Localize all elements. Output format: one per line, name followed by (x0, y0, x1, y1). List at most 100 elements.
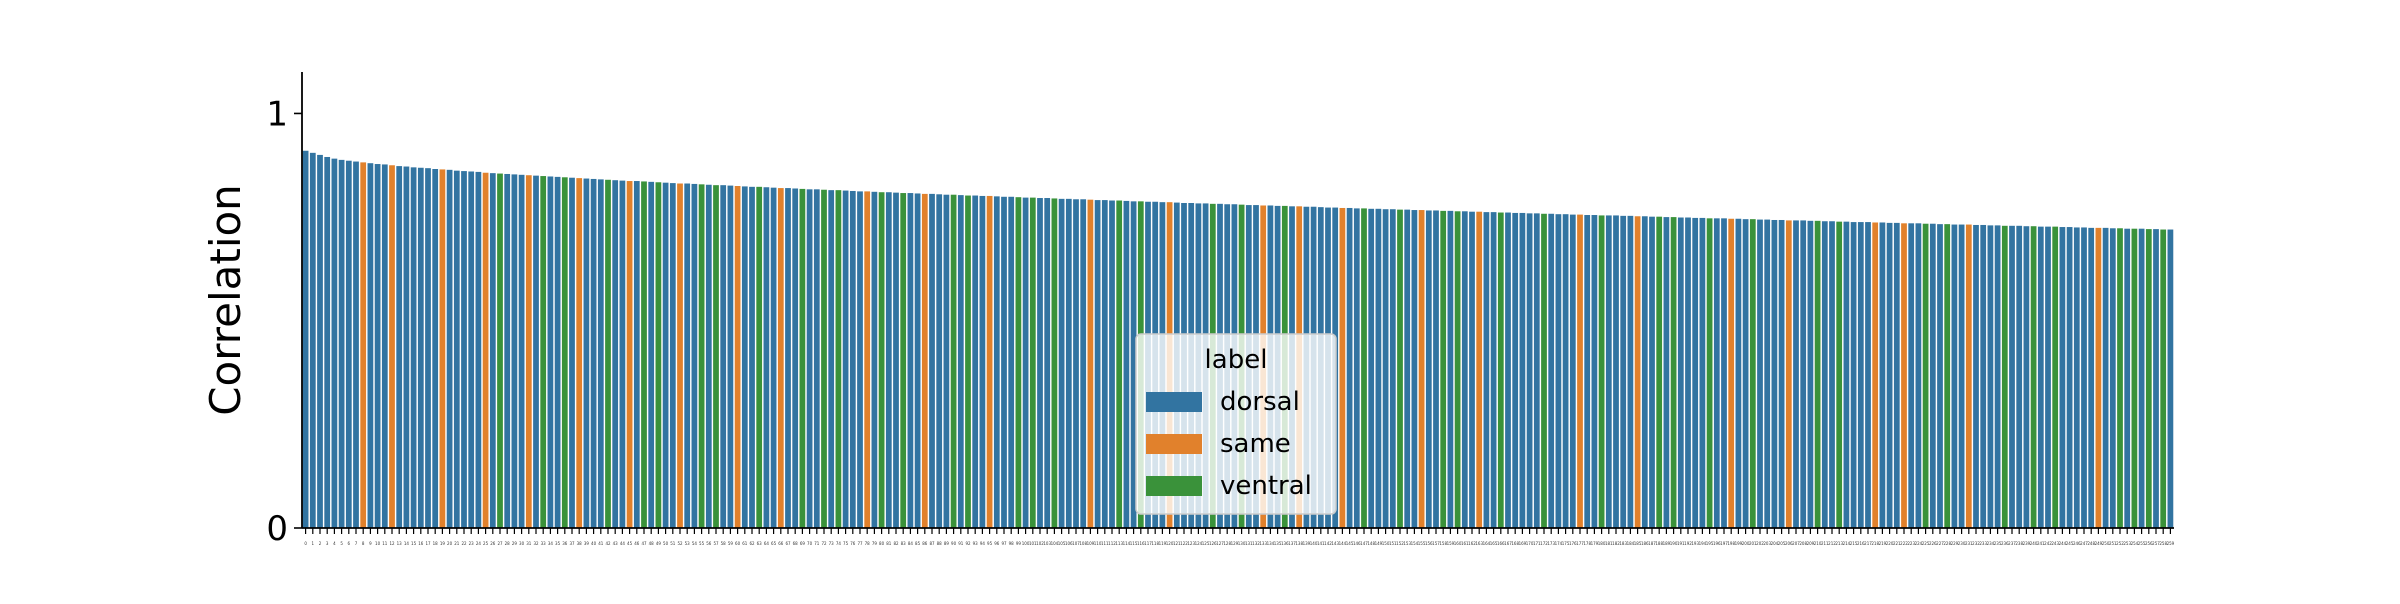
x-tick-label: 69 (800, 541, 806, 546)
bar-same (626, 181, 633, 528)
x-tick-label: 19 (440, 541, 446, 546)
x-tick-label: 103 (1043, 541, 1051, 546)
bar-dorsal (914, 193, 921, 528)
x-tick-label: 7 (355, 541, 358, 546)
x-tick-label: 116 (1137, 541, 1145, 546)
bar-dorsal (461, 171, 467, 528)
bar-dorsal (842, 190, 849, 528)
x-tick-label: 25 (483, 541, 489, 546)
bar-dorsal (1425, 210, 1432, 528)
x-tick-label: 231 (1965, 541, 1973, 546)
bar-ventral (540, 176, 547, 529)
bar-ventral (1670, 217, 1677, 528)
x-tick-label: 61 (742, 541, 748, 546)
bar-dorsal (1893, 222, 1900, 528)
bar-dorsal (2138, 228, 2145, 528)
x-tick-label: 148 (1367, 541, 1375, 546)
x-tick-label: 71 (814, 541, 820, 546)
x-tick-label: 59 (728, 541, 734, 546)
bar-dorsal (770, 187, 777, 528)
bar-dorsal (417, 167, 424, 528)
x-tick-label: 165 (1490, 541, 1498, 546)
bar-dorsal (1469, 211, 1475, 528)
bar-dorsal (828, 190, 835, 528)
x-tick-label: 43 (613, 541, 619, 546)
bar-dorsal (857, 191, 863, 528)
x-tick-label: 157 (1432, 541, 1440, 546)
bar-same (921, 193, 928, 528)
bar-dorsal (2153, 229, 2159, 529)
x-tick-label: 91 (958, 541, 964, 546)
bar-dorsal (1699, 217, 1706, 529)
x-tick-label: 257 (2152, 541, 2160, 546)
x-tick-label: 128 (1223, 541, 1231, 546)
x-tick-label: 49 (656, 541, 662, 546)
bar-dorsal (590, 178, 597, 528)
bar-dorsal (597, 179, 604, 528)
bar-dorsal (1857, 222, 1864, 528)
bar-same (1728, 218, 1735, 528)
bar-dorsal (936, 194, 943, 529)
x-tick-label: 47 (641, 541, 647, 546)
bar-dorsal (2081, 227, 2087, 528)
bar-dorsal (317, 154, 323, 528)
x-tick-label: 238 (2015, 541, 2023, 546)
bar-ventral (1497, 212, 1504, 528)
bar-dorsal (569, 177, 575, 528)
bar-dorsal (2102, 227, 2109, 528)
x-tick-label: 2 (319, 541, 322, 546)
bar-same (439, 169, 446, 529)
bar-same (777, 188, 784, 528)
bar-dorsal (1080, 199, 1087, 528)
x-tick-label: 153 (1403, 541, 1411, 546)
bar-ventral (799, 188, 806, 528)
bar-ventral (1944, 224, 1951, 528)
bar-dorsal (1130, 201, 1137, 528)
bar-ventral (641, 181, 647, 528)
x-tick-label: 150 (1382, 541, 1390, 546)
x-tick-label: 213 (1835, 541, 1843, 546)
x-tick-label: 226 (1929, 541, 1937, 546)
x-tick-label: 183 (1619, 541, 1627, 546)
x-tick-label: 67 (785, 541, 791, 546)
bar-dorsal (1821, 221, 1828, 529)
x-tick-label: 88 (937, 541, 943, 546)
bar-dorsal (1879, 222, 1886, 529)
bar-same (1577, 214, 1583, 528)
x-tick-label: 155 (1418, 541, 1426, 546)
bar-dorsal (972, 195, 979, 528)
x-tick-label: 24 (476, 541, 482, 546)
x-tick-label: 82 (893, 541, 899, 546)
bar-ventral (1922, 223, 1929, 528)
bar-ventral (965, 195, 971, 528)
bar-dorsal (583, 178, 590, 529)
x-tick-label: 9 (369, 541, 372, 546)
bar-dorsal (518, 174, 525, 528)
x-tick-label: 218 (1871, 541, 1879, 546)
x-tick-label: 18 (433, 541, 439, 546)
x-tick-label: 73 (829, 541, 835, 546)
bar-ventral (1397, 209, 1403, 528)
x-tick-label: 66 (778, 541, 784, 546)
x-tick-label: 118 (1151, 541, 1159, 546)
bar-ventral (1116, 200, 1123, 528)
x-tick-label: 107 (1072, 541, 1080, 546)
x-tick-label: 0 (304, 541, 307, 546)
bar-dorsal (1937, 224, 1943, 528)
x-tick-label: 78 (865, 541, 871, 546)
bar-dorsal (1094, 200, 1101, 528)
bar-dorsal (1980, 224, 1987, 528)
x-tick-label: 113 (1115, 541, 1123, 546)
x-tick-label: 55 (699, 541, 705, 546)
x-tick-label: 198 (1727, 541, 1735, 546)
x-tick-label: 237 (2008, 541, 2016, 546)
bar-same (1901, 223, 1907, 528)
x-tick-label: 147 (1360, 541, 1368, 546)
x-tick-label: 134 (1267, 541, 1275, 546)
bar-dorsal (1677, 217, 1684, 528)
x-tick-label: 154 (1411, 541, 1419, 546)
x-tick-label: 83 (901, 541, 907, 546)
x-tick-label: 162 (1468, 541, 1476, 546)
x-tick-label: 182 (1612, 541, 1620, 546)
